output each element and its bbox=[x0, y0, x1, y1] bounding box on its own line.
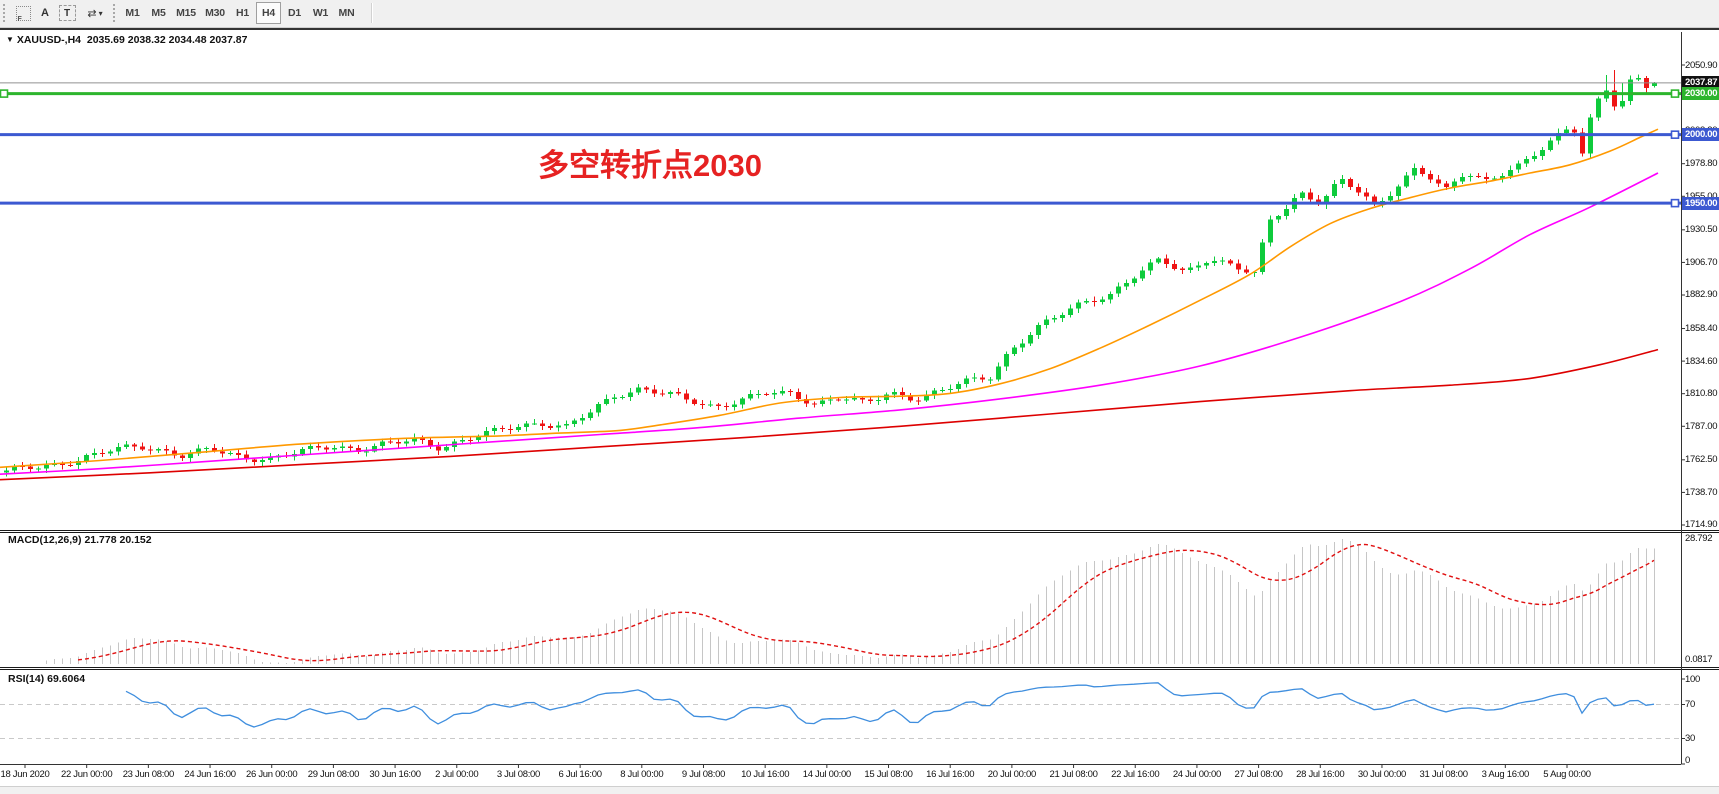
arrange-arrows-icon: ⇄ bbox=[87, 7, 97, 20]
text-tool-icon: T bbox=[58, 5, 76, 21]
timeframe-button-m5[interactable]: M5 bbox=[151, 7, 166, 19]
macd-axis-min: 0.0817 bbox=[1685, 654, 1713, 665]
chart-title: ▼ XAUUSD-,H4 2035.69 2038.32 2034.48 203… bbox=[6, 34, 247, 46]
arrange-arrows-button[interactable]: ⇄ ▾ bbox=[80, 2, 110, 24]
price-axis-tick: 1882.90 bbox=[1685, 289, 1718, 301]
ma-medium-line bbox=[0, 172, 1659, 475]
rsi-line bbox=[125, 682, 1655, 728]
timeframe-button-m30[interactable]: M30 bbox=[205, 7, 225, 19]
time-axis-tick: 3 Aug 16:00 bbox=[1481, 769, 1530, 780]
toolbar-grip[interactable] bbox=[3, 4, 8, 22]
macd-axis-max: 28.792 bbox=[1685, 533, 1713, 544]
price-axis-tick: 1787.00 bbox=[1685, 420, 1718, 432]
price-axis-tick: 1858.40 bbox=[1685, 323, 1718, 335]
time-axis-tick: 31 Jul 08:00 bbox=[1419, 769, 1468, 780]
macd-histogram bbox=[45, 539, 1656, 664]
level-badge-1950: 1950.00 bbox=[1682, 196, 1719, 210]
timeframe-button-d1[interactable]: D1 bbox=[287, 7, 302, 19]
ma-fast-line bbox=[0, 128, 1659, 469]
dotted-grid-f-button[interactable]: F bbox=[12, 2, 34, 24]
dropdown-caret-icon: ▾ bbox=[98, 8, 103, 18]
time-axis-tick: 27 Jul 08:00 bbox=[1234, 769, 1283, 780]
time-axis-tick: 6 Jul 16:00 bbox=[558, 769, 602, 780]
rsi-pane-label: RSI(14) 69.6064 bbox=[8, 673, 86, 685]
time-axis-tick: 22 Jul 16:00 bbox=[1111, 769, 1160, 780]
macd-pane-label: MACD(12,26,9) 21.778 20.152 bbox=[8, 534, 152, 546]
rsi-axis-tick: 0 bbox=[1685, 754, 1690, 766]
time-axis-tick: 15 Jul 08:00 bbox=[864, 769, 913, 780]
timeframe-button-h4[interactable]: H4 bbox=[256, 2, 281, 24]
text-label-button[interactable]: A bbox=[36, 2, 54, 24]
time-axis-tick: 9 Jul 08:00 bbox=[681, 769, 726, 780]
timeframe-button-m1[interactable]: M1 bbox=[125, 7, 140, 19]
rsi-axis-tick: 70 bbox=[1685, 699, 1695, 710]
current-price-badge: 2037.87 bbox=[1682, 76, 1719, 90]
time-axis-tick: 5 Aug 00:00 bbox=[1543, 769, 1591, 780]
time-axis-tick: 20 Jul 00:00 bbox=[987, 769, 1036, 780]
price-axis-tick: 1714.90 bbox=[1685, 519, 1718, 531]
price-axis-tick: 1834.60 bbox=[1685, 355, 1718, 367]
rsi-axis-tick: 30 bbox=[1685, 733, 1695, 744]
price-axis-tick: 1738.70 bbox=[1685, 486, 1718, 498]
toolbar: F A T ⇄ ▾ M1 M5 M15 M30 H1 H4 D1 W1 MN bbox=[0, 0, 1719, 28]
timeframe-button-mn[interactable]: MN bbox=[338, 7, 355, 19]
chart-plot-area[interactable] bbox=[0, 30, 1719, 788]
chart-dropdown-icon[interactable]: ▼ bbox=[6, 35, 14, 44]
price-axis-tick: 1978.80 bbox=[1685, 158, 1718, 170]
time-axis-tick: 23 Jun 08:00 bbox=[122, 769, 175, 780]
toolbar-grip[interactable] bbox=[113, 4, 118, 22]
price-axis-tick: 1930.50 bbox=[1685, 224, 1718, 236]
toolbar-divider bbox=[371, 3, 373, 23]
time-axis-tick: 26 Jun 00:00 bbox=[246, 769, 298, 780]
symbol-period-label: XAUUSD-,H4 bbox=[16, 34, 82, 46]
time-axis-tick: 30 Jul 00:00 bbox=[1357, 769, 1407, 780]
text-label-icon: A bbox=[41, 7, 49, 19]
time-axis-tick: 28 Jul 16:00 bbox=[1296, 769, 1345, 780]
text-tool-button[interactable]: T bbox=[56, 2, 78, 24]
chart-window: ▼ XAUUSD-,H4 2035.69 2038.32 2034.48 203… bbox=[0, 28, 1719, 786]
time-axis-tick: 14 Jul 00:00 bbox=[802, 769, 851, 780]
price-axis-tick: 1906.70 bbox=[1685, 256, 1718, 268]
time-axis-tick: 3 Jul 08:00 bbox=[496, 769, 541, 780]
price-axis-tick: 1762.50 bbox=[1685, 454, 1718, 466]
ma-slow-line bbox=[0, 348, 1659, 481]
time-axis-tick: 10 Jul 16:00 bbox=[741, 769, 790, 780]
price-axis-tick: 2050.90 bbox=[1685, 59, 1718, 71]
price-axis-tick: 1810.80 bbox=[1685, 388, 1718, 400]
time-axis-tick: 30 Jun 16:00 bbox=[369, 769, 421, 780]
macd-signal-line bbox=[77, 543, 1655, 662]
level-badge-2000: 2000.00 bbox=[1682, 128, 1719, 142]
time-axis-tick: 2 Jul 00:00 bbox=[435, 769, 479, 780]
time-axis-tick: 8 Jul 00:00 bbox=[620, 769, 664, 780]
time-axis-tick: 18 Jun 2020 bbox=[0, 769, 50, 780]
rsi-axis-tick: 100 bbox=[1685, 673, 1700, 685]
time-axis-tick: 24 Jul 00:00 bbox=[1172, 769, 1221, 780]
price-axis-tick: 1955.00 bbox=[1685, 191, 1718, 202]
time-axis-tick: 16 Jul 16:00 bbox=[926, 769, 975, 780]
timeframe-button-w1[interactable]: W1 bbox=[312, 7, 329, 19]
time-axis-tick: 29 Jun 08:00 bbox=[307, 769, 360, 780]
annotation-text[interactable]: 多空转折点2030 bbox=[538, 148, 762, 183]
time-axis-tick: 22 Jun 00:00 bbox=[61, 769, 113, 780]
time-axis-tick: 21 Jul 08:00 bbox=[1049, 769, 1098, 780]
bottom-strip bbox=[0, 786, 1719, 794]
time-axis-tick: 24 Jun 16:00 bbox=[184, 769, 236, 780]
level-badge-2030: 2030.00 bbox=[1682, 87, 1719, 101]
ohlc-values-label: 2035.69 2038.32 2034.48 2037.87 bbox=[86, 34, 248, 46]
timeframe-button-h1[interactable]: H1 bbox=[235, 7, 250, 19]
dotted-grid-f-icon: F bbox=[15, 5, 31, 23]
timeframe-button-m15[interactable]: M15 bbox=[176, 7, 196, 19]
